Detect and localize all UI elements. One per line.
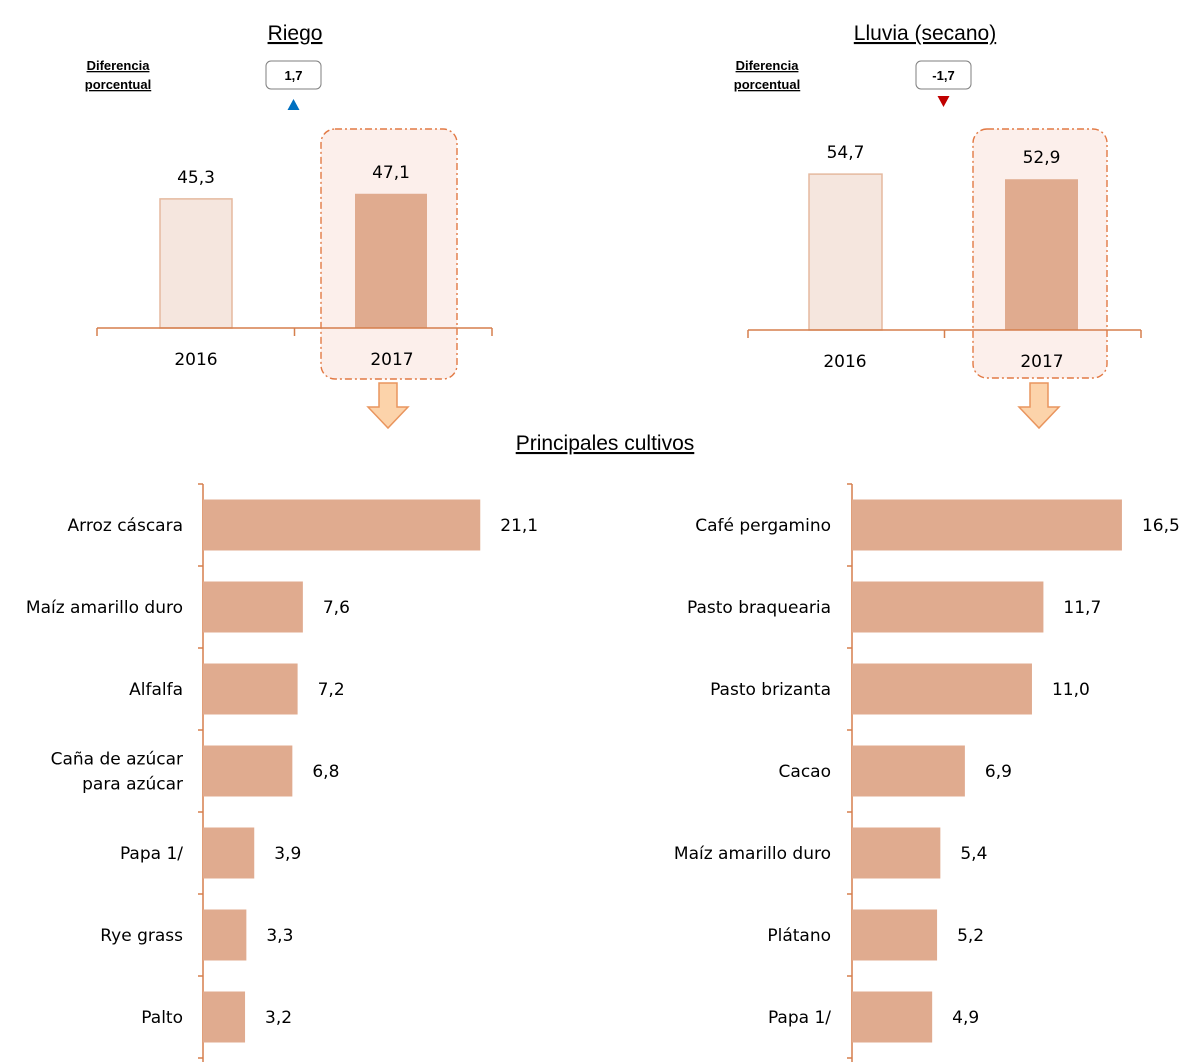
category-label-3: Caña de azúcar bbox=[51, 750, 183, 770]
diff-label-line1: Diferencia bbox=[87, 58, 151, 73]
category-label-3: Cacao bbox=[779, 762, 831, 782]
bar-1 bbox=[852, 581, 1044, 633]
category-label-2: Alfalfa bbox=[129, 680, 183, 700]
diff-label-line1: Diferencia bbox=[736, 58, 800, 73]
down-arrow-icon bbox=[1017, 382, 1061, 430]
category-label-4: Papa 1/ bbox=[120, 844, 183, 864]
bar-1 bbox=[203, 581, 303, 633]
value-label-1: 7,6 bbox=[323, 598, 350, 618]
bar-3 bbox=[203, 745, 293, 797]
crops-chart-2: 21,1 Arroz cáscara 7,6 Maíz amarillo duro 7,… bbox=[26, 483, 538, 1062]
diff-label-line2: porcentual bbox=[734, 77, 800, 92]
bar-6 bbox=[203, 991, 246, 1043]
bar-4 bbox=[852, 827, 941, 879]
bar-3 bbox=[852, 745, 965, 797]
tick-label-2016: 2016 bbox=[174, 350, 217, 370]
down-arrow-icon bbox=[366, 382, 410, 430]
down-triangle-icon bbox=[937, 96, 950, 107]
value-label-3: 6,8 bbox=[312, 762, 339, 782]
value-label-5: 3,3 bbox=[266, 926, 293, 946]
category-label-0: Café pergamino bbox=[695, 516, 831, 536]
diff-value: -1,7 bbox=[932, 68, 954, 83]
bar-2017 bbox=[1005, 179, 1078, 330]
value-label-2016: 54,7 bbox=[827, 143, 865, 163]
category-label-6: Papa 1/ bbox=[768, 1008, 831, 1028]
tick-label-2017: 2017 bbox=[1020, 352, 1063, 372]
diff-value: 1,7 bbox=[284, 68, 302, 83]
value-label-2017: 52,9 bbox=[1023, 148, 1061, 168]
bar-5 bbox=[852, 909, 938, 961]
value-label-0: 21,1 bbox=[500, 516, 538, 536]
chart-title: Riego bbox=[268, 22, 323, 45]
value-label-0: 16,5 bbox=[1142, 516, 1180, 536]
year-chart-1: Lluvia (secano) Diferencia porcentual -1,7 5… bbox=[734, 22, 1142, 430]
up-triangle-icon bbox=[287, 99, 300, 110]
value-label-1: 11,7 bbox=[1063, 598, 1101, 618]
bar-2 bbox=[203, 663, 298, 715]
category-label-6: Palto bbox=[141, 1008, 183, 1028]
bar-5 bbox=[203, 909, 247, 961]
bar-2016 bbox=[808, 173, 883, 331]
year-chart-0: Riego Diferencia porcentual 1,7 45,3 47,1 2016… bbox=[85, 22, 493, 430]
tick-label-2017: 2017 bbox=[370, 350, 413, 370]
bar-2016 bbox=[159, 198, 233, 329]
category-label-2: Pasto brizanta bbox=[710, 680, 831, 700]
value-label-6: 3,2 bbox=[265, 1008, 292, 1028]
chart-title: Lluvia (secano) bbox=[854, 22, 996, 45]
category-label-3: para azúcar bbox=[82, 775, 183, 795]
crops-chart-3: 16,5 Café pergamino 11,7 Pasto braquearia 11… bbox=[674, 483, 1180, 1062]
category-label-5: Rye grass bbox=[100, 926, 183, 946]
bar-6 bbox=[852, 991, 933, 1043]
value-label-2017: 47,1 bbox=[372, 163, 410, 183]
category-label-0: Arroz cáscara bbox=[68, 516, 183, 536]
diff-value-box bbox=[915, 60, 972, 90]
value-label-2: 11,0 bbox=[1052, 680, 1090, 700]
category-label-1: Pasto braquearia bbox=[687, 598, 831, 618]
value-label-4: 5,4 bbox=[960, 844, 987, 864]
bar-0 bbox=[203, 499, 481, 551]
value-label-2016: 45,3 bbox=[177, 168, 215, 188]
category-label-1: Maíz amarillo duro bbox=[26, 598, 183, 618]
diff-value-box bbox=[265, 60, 322, 90]
bar-0 bbox=[852, 499, 1122, 551]
value-label-2: 7,2 bbox=[318, 680, 345, 700]
category-label-4: Maíz amarillo duro bbox=[674, 844, 831, 864]
value-label-3: 6,9 bbox=[985, 762, 1012, 782]
bar-4 bbox=[203, 827, 255, 879]
category-label-5: Plátano bbox=[767, 926, 831, 946]
bar-2017 bbox=[355, 193, 427, 328]
bar-2 bbox=[852, 663, 1032, 715]
diff-label-line2: porcentual bbox=[85, 77, 151, 92]
value-label-5: 5,2 bbox=[957, 926, 984, 946]
crops-section-title: Principales cultivos bbox=[516, 432, 695, 455]
tick-label-2016: 2016 bbox=[823, 352, 866, 372]
value-label-4: 3,9 bbox=[274, 844, 301, 864]
value-label-6: 4,9 bbox=[952, 1008, 979, 1028]
